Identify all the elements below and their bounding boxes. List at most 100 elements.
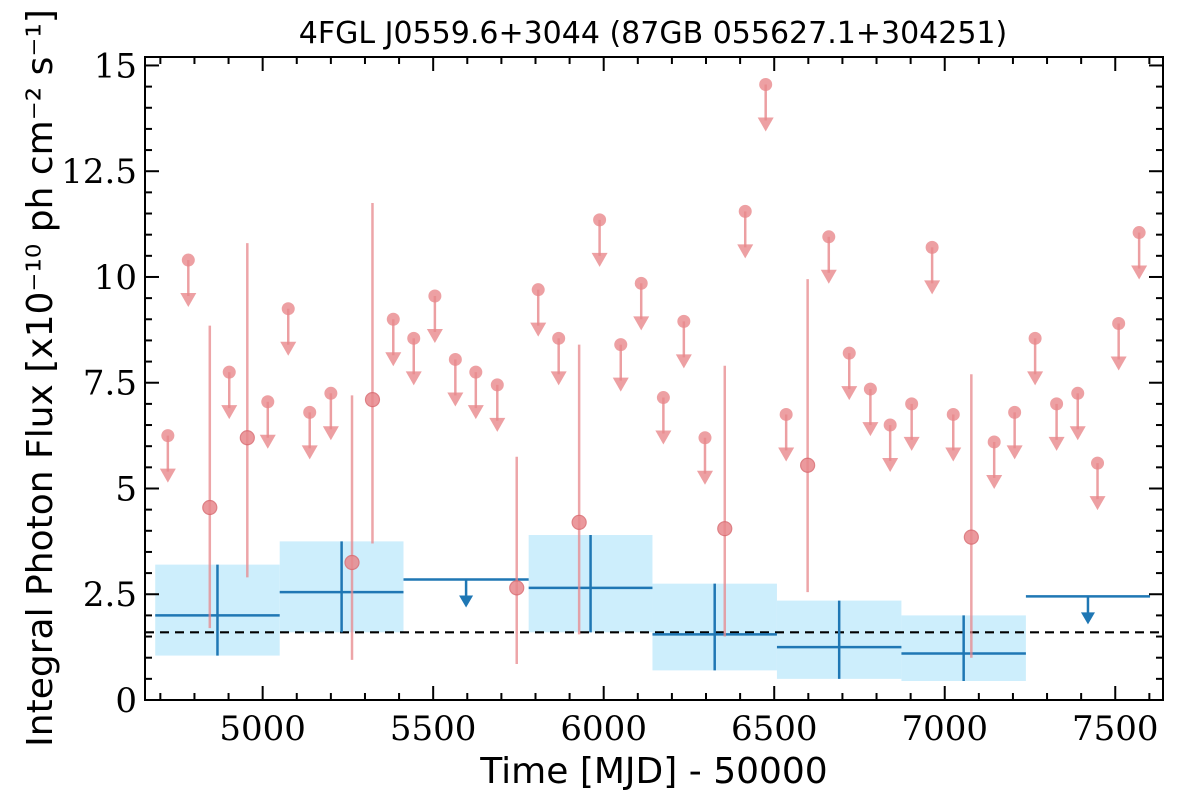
short-bin-upper-limit-arrow — [612, 377, 629, 392]
short-bin-upper-limit-arrow — [322, 426, 339, 441]
x-tick-label: 5000 — [219, 709, 306, 749]
short-bin-point — [239, 430, 255, 446]
short-bin-upper-limit-marker — [1132, 226, 1146, 240]
short-bin-upper-limit-arrow — [757, 117, 774, 132]
short-bin-upper-limit-arrow — [1006, 445, 1023, 460]
short-bin-upper-limit-marker — [303, 405, 317, 419]
short-bin-upper-limit-arrow — [633, 316, 650, 331]
x-tick-label: 7000 — [901, 709, 988, 749]
long-bin-upper-limit-arrow — [459, 595, 474, 608]
y-tick-label: 15 — [94, 46, 137, 86]
short-bin-upper-limit-marker — [1028, 331, 1042, 345]
short-bin-upper-limit-marker — [863, 382, 877, 396]
short-bin-upper-limit-marker — [490, 378, 504, 392]
short-bin-upper-limit-marker — [181, 253, 195, 267]
short-bin-upper-limit-arrow — [675, 354, 692, 369]
short-bin-upper-limit-arrow — [467, 405, 484, 420]
short-bin-upper-limit-marker — [1071, 386, 1085, 400]
y-tick-label: 0 — [115, 681, 137, 721]
long-bin-series — [155, 535, 1151, 681]
short-bin-upper-limit-arrow — [221, 405, 238, 420]
short-bin-upper-limit-arrow — [862, 422, 879, 437]
short-bin-point — [509, 580, 525, 596]
short-bin-upper-limit-arrow — [778, 447, 795, 462]
short-bin-upper-limit-marker — [925, 240, 939, 254]
short-bin-upper-limit-arrow — [1048, 436, 1065, 451]
short-bin-point — [344, 554, 360, 571]
long-bin-upper-limit-arrow — [1080, 612, 1095, 625]
short-bin-upper-limit-marker — [738, 204, 752, 218]
x-axis-label: Time [MJD] - 50000 — [479, 751, 827, 792]
x-tick-labels: 5000 5500 6000 6500 7000 7500 — [219, 709, 1158, 749]
short-bin-upper-limit-arrow — [591, 252, 608, 267]
y-tick-label: 5 — [115, 469, 137, 509]
x-tick-label: 6000 — [560, 709, 647, 749]
short-bin-upper-limit-marker — [448, 352, 462, 366]
short-bin-point — [800, 457, 816, 473]
short-bin-upper-limit-marker — [593, 213, 607, 227]
short-bin-upper-limit-marker — [656, 391, 670, 405]
short-bin-upper-limit-marker — [386, 312, 400, 326]
short-bin-upper-limit-arrow — [924, 280, 941, 295]
chart-title: 4FGL J0559.6+3044 (87GB 055627.1+304251) — [299, 16, 1007, 51]
x-tick-label: 5500 — [390, 709, 477, 749]
short-bin-upper-limit-arrow — [841, 386, 858, 401]
short-bin-upper-limit-marker — [634, 276, 648, 290]
short-bin-upper-limit-arrow — [820, 269, 837, 284]
short-bin-upper-limit-arrow — [301, 445, 318, 460]
short-bin-upper-limit-marker — [842, 346, 856, 360]
short-bin-upper-limit-arrow — [280, 341, 297, 356]
short-bin-upper-limit-marker — [531, 283, 545, 297]
y-tick-label: 7.5 — [83, 364, 137, 404]
short-bin-upper-limit-marker — [1112, 317, 1126, 331]
short-bin-upper-limit-marker — [428, 289, 442, 303]
short-bin-upper-limit-marker — [324, 386, 338, 400]
short-bin-upper-limit-arrow — [737, 244, 754, 259]
short-bin-point — [717, 521, 733, 537]
short-bin-upper-limit-arrow — [159, 468, 176, 483]
y-tick-labels: 0 2.5 5 7.5 10 12.5 15 — [61, 46, 137, 721]
short-bin-upper-limit-arrow — [489, 417, 506, 432]
short-bin-point — [571, 514, 587, 530]
short-bin-upper-limit-marker — [261, 395, 275, 409]
y-tick-label: 10 — [94, 258, 137, 298]
short-bin-upper-limit-marker — [161, 429, 175, 443]
short-bin-upper-limit-arrow — [447, 392, 464, 407]
short-bin-upper-limit-arrow — [405, 371, 422, 386]
x-tick-label: 7500 — [1072, 709, 1159, 749]
short-bin-upper-limit-marker — [759, 77, 773, 91]
short-bin-upper-limit-arrow — [1089, 496, 1106, 511]
short-bin-upper-limit-marker — [614, 338, 628, 352]
axis-ticks — [145, 57, 1163, 701]
y-axis-label: Integral Photon Flux [x10⁻¹⁰ ph cm⁻² s⁻¹… — [20, 9, 61, 747]
short-bin-point — [364, 392, 381, 408]
short-bin-upper-limit-marker — [987, 435, 1001, 449]
short-bin-upper-limit-marker — [469, 365, 483, 379]
short-bin-upper-limit-marker — [1091, 456, 1105, 470]
short-bin-upper-limit-marker — [1050, 397, 1064, 411]
short-bin-upper-limit-arrow — [1027, 371, 1044, 386]
short-bin-upper-limit-arrow — [180, 293, 197, 308]
short-bin-upper-limit-arrow — [550, 371, 567, 386]
short-bin-upper-limit-marker — [222, 365, 236, 379]
short-bin-upper-limit-marker — [779, 407, 793, 421]
short-bin-upper-limit-marker — [905, 397, 919, 411]
short-bin-upper-limit-marker — [552, 331, 566, 345]
short-bin-point — [202, 499, 218, 516]
short-bin-upper-limit-arrow — [655, 430, 672, 445]
x-tick-label: 6500 — [731, 709, 818, 749]
y-tick-label: 2.5 — [83, 575, 137, 615]
short-bin-upper-limit-arrow — [696, 470, 713, 485]
short-bin-upper-limit-arrow — [426, 329, 443, 344]
short-bin-point — [963, 529, 979, 545]
y-tick-label: 12.5 — [61, 152, 137, 192]
short-bin-upper-limit-marker — [1008, 405, 1022, 419]
short-bin-upper-limit-arrow — [1131, 265, 1148, 280]
short-bin-upper-limit-arrow — [903, 436, 920, 451]
short-bin-upper-limit-arrow — [530, 322, 547, 337]
short-bin-upper-limit-marker — [281, 302, 295, 316]
short-bin-upper-limit-arrow — [1110, 356, 1127, 371]
short-bin-upper-limit-marker — [883, 418, 897, 432]
short-bin-upper-limit-marker — [946, 407, 960, 421]
